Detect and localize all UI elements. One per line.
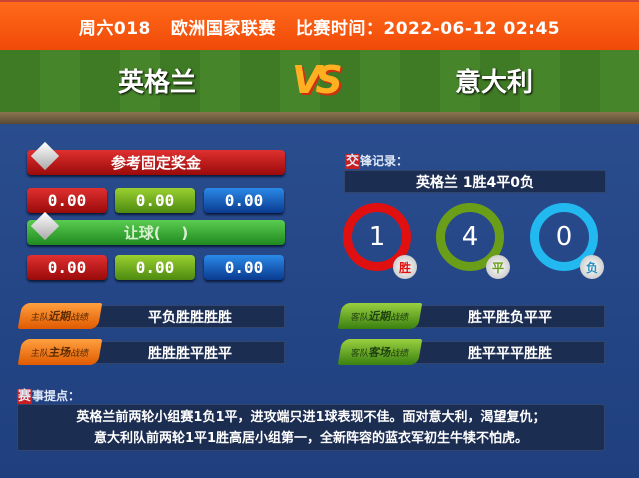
- tag-text: 战绩: [389, 312, 410, 323]
- handicap-odds-loss[interactable]: 0.00: [204, 255, 284, 280]
- tip-line: 英格兰前两轮小组赛1负1平，进攻端只进1球表现不佳。面对意大利，渴望复仇；: [76, 410, 546, 425]
- tips-label-text: 事提点：: [32, 389, 81, 403]
- loss-badge: 负: [580, 255, 604, 279]
- home-team: 英格兰: [118, 68, 197, 98]
- pitch-edge: [0, 112, 639, 124]
- league-name: 欧洲国家联赛: [170, 18, 276, 39]
- match-time: 比赛时间：2022-06-12 02:45: [295, 18, 561, 39]
- tag-text: 客场: [367, 346, 393, 359]
- win-badge: 胜: [393, 255, 417, 279]
- fixed-odds-loss[interactable]: 0.00: [204, 188, 284, 213]
- tag-text: 近期: [47, 310, 73, 323]
- fixed-odds-win[interactable]: 0.00: [27, 188, 107, 213]
- match-header: 周六018 欧洲国家联赛 比赛时间：2022-06-12 02:45: [0, 0, 639, 50]
- home-home-tag: 主队 主场 战绩: [17, 339, 103, 365]
- away-team: 意大利: [455, 68, 534, 98]
- away-recent-form: 胜平胜负平平: [415, 305, 605, 328]
- vs-logo: VS: [292, 58, 343, 102]
- tag-text: 战绩: [69, 312, 90, 323]
- home-recent-tag: 主队 近期 战绩: [17, 303, 103, 329]
- tag-text: 战绩: [389, 348, 410, 359]
- away-away-form: 胜平平平胜胜: [415, 341, 605, 364]
- match-tips: 英格兰前两轮小组赛1负1平，进攻端只进1球表现不佳。面对意大利，渴望复仇； 意大利…: [17, 404, 605, 451]
- handicap-odds-win[interactable]: 0.00: [27, 255, 107, 280]
- match-number: 周六018: [78, 18, 151, 39]
- away-recent-tag: 客队 近期 战绩: [337, 303, 423, 329]
- fixed-odds-title-text: 参考固定奖金: [110, 154, 201, 172]
- home-recent-form: 平负胜胜胜胜: [95, 305, 285, 328]
- win-ring: 1: [343, 203, 411, 271]
- fixed-odds-draw[interactable]: 0.00: [115, 188, 195, 213]
- tag-text: 战绩: [69, 348, 90, 359]
- h2h-label: 交锋记录：: [345, 150, 408, 169]
- h2h-summary: 英格兰 1胜4平0负: [344, 170, 606, 193]
- h2h-label-text: 锋记录：: [360, 154, 409, 168]
- handicap-title: 让球( ): [27, 211, 285, 245]
- pitch-banner: [0, 50, 639, 122]
- tips-label-icon: 赛: [17, 389, 33, 404]
- draw-badge: 平: [486, 255, 510, 279]
- h2h-label-icon: 交: [345, 154, 361, 169]
- home-home-form: 胜胜胜平胜平: [95, 341, 285, 364]
- tag-text: 近期: [367, 310, 393, 323]
- tips-label: 赛事提点：: [17, 385, 80, 404]
- away-away-tag: 客队 客场 战绩: [337, 339, 423, 365]
- loss-ring: 0: [530, 203, 598, 271]
- handicap-title-text: 让球( ): [123, 224, 189, 242]
- handicap-odds-draw[interactable]: 0.00: [115, 255, 195, 280]
- tag-text: 主场: [47, 346, 73, 359]
- fixed-odds-title: 参考固定奖金: [27, 141, 285, 175]
- draw-ring: 4: [436, 203, 504, 271]
- tip-line: 意大利队前两轮1平1胜高居小组第一，全新阵容的蓝衣军初生牛犊不怕虎。: [93, 431, 529, 446]
